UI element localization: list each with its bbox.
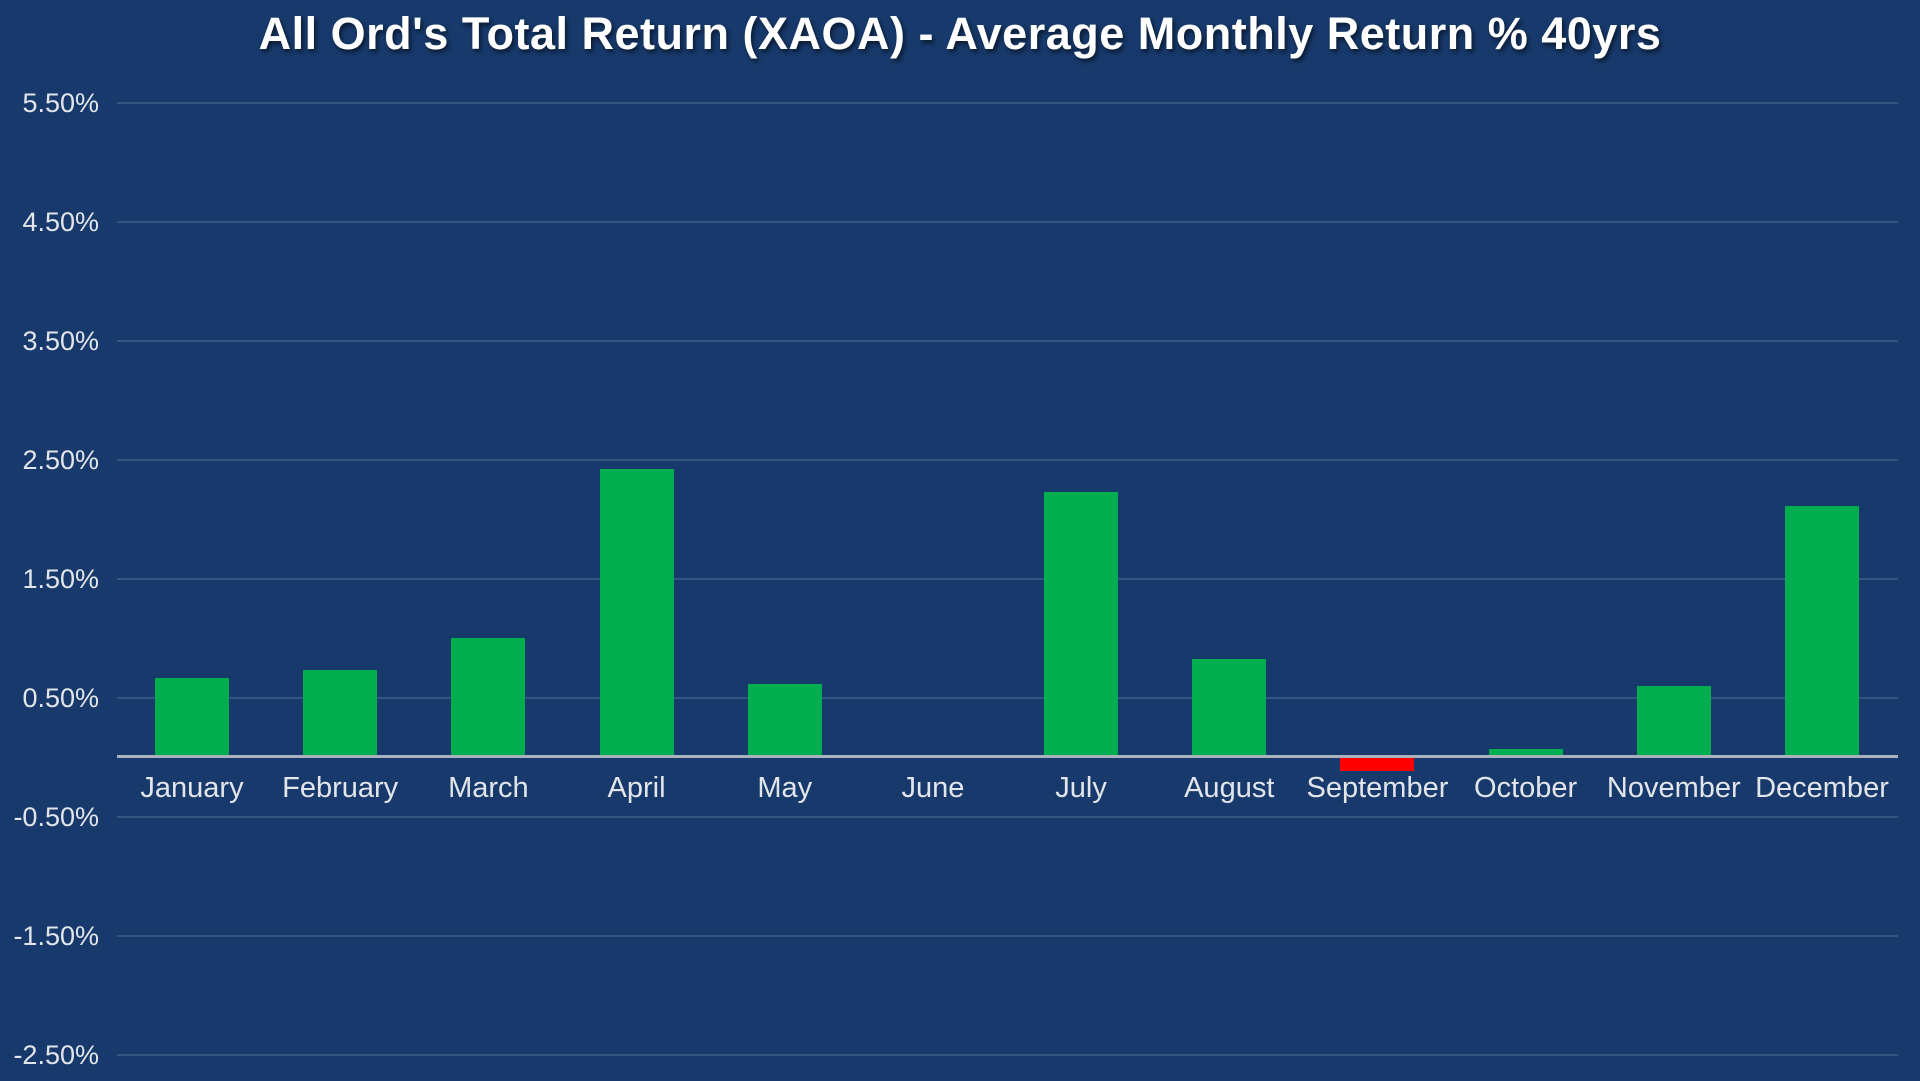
x-axis-tick-label: August — [1184, 772, 1275, 804]
bar-march[interactable] — [451, 638, 526, 757]
y-axis-tick-label: 0.50% — [22, 682, 99, 713]
bar-october[interactable] — [1488, 748, 1563, 757]
x-axis-tick-label: October — [1474, 772, 1578, 804]
gridline — [117, 339, 1898, 342]
x-axis-tick-label: September — [1306, 772, 1449, 804]
x-axis-tick-label: November — [1606, 772, 1741, 804]
y-axis-tick-label: 3.50% — [22, 325, 99, 356]
x-axis-tick-label: July — [1055, 772, 1107, 804]
gridline — [117, 934, 1898, 937]
chart-title: All Ord's Total Return (XAOA) - Average … — [258, 8, 1662, 59]
gridline — [117, 101, 1898, 104]
y-axis-tick-label: 1.50% — [22, 563, 99, 594]
x-axis-tick-label: April — [607, 772, 666, 804]
x-axis-tick-label: March — [448, 772, 529, 804]
gridline — [117, 577, 1898, 580]
bar-january[interactable] — [155, 678, 229, 757]
y-axis-tick-label: -0.50% — [13, 801, 99, 832]
bar-august[interactable] — [1192, 659, 1267, 757]
y-axis-tick-label: 4.50% — [22, 206, 99, 237]
bar-july[interactable] — [1044, 491, 1119, 757]
y-axis-tick-label: 5.50% — [22, 87, 99, 118]
bar-september[interactable] — [1340, 758, 1415, 772]
x-axis-line — [117, 755, 1898, 758]
gridline — [117, 696, 1898, 699]
bar-may[interactable] — [747, 684, 822, 757]
bar-april[interactable] — [599, 469, 674, 757]
bar-february[interactable] — [303, 670, 378, 757]
x-axis-tick-label: December — [1755, 772, 1889, 804]
x-axis-tick-label: June — [901, 772, 965, 804]
y-axis-tick-label: -1.50% — [13, 920, 99, 951]
gridline — [117, 815, 1898, 818]
y-axis-tick-label: 2.50% — [22, 444, 99, 475]
x-axis-tick-label: May — [757, 772, 813, 804]
x-axis-tick-label: January — [140, 772, 244, 804]
bar-december[interactable] — [1784, 505, 1859, 757]
x-axis-tick-label: February — [282, 772, 399, 804]
gridline — [117, 458, 1898, 461]
bar-november[interactable] — [1636, 685, 1711, 757]
gridline — [117, 1053, 1898, 1056]
gridline — [117, 220, 1898, 223]
y-axis-tick-label: -2.50% — [13, 1039, 99, 1070]
